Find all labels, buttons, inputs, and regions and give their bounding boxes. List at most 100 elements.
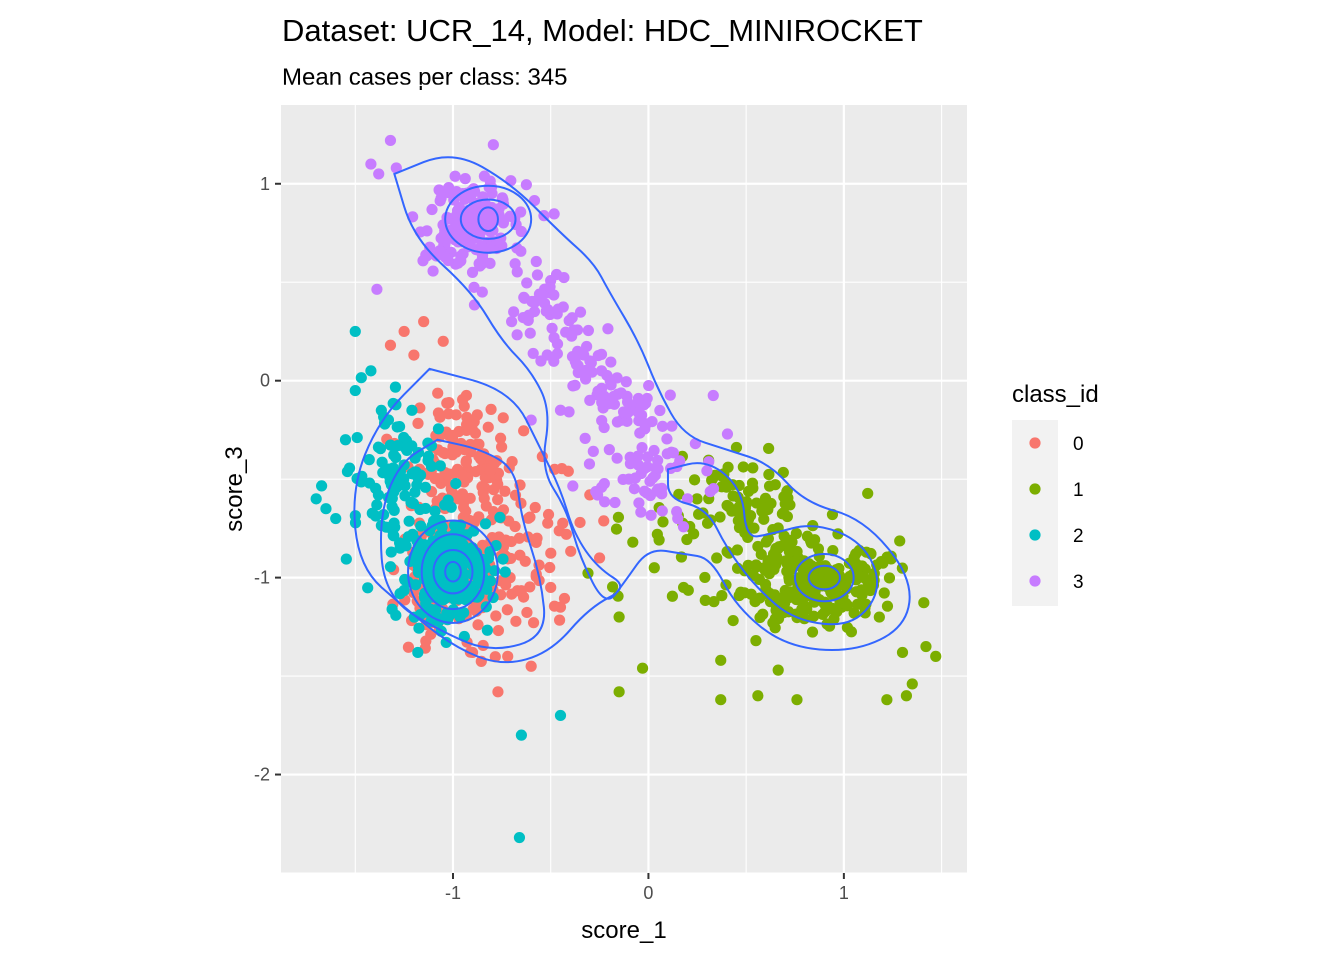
point-class-3 [494,236,506,248]
x-axis-title: score_1 [581,917,666,944]
point-class-1 [791,545,803,558]
point-class-1 [742,485,755,497]
point-class-1 [648,562,660,574]
point-class-3 [557,301,569,313]
point-class-3 [474,260,486,272]
point-class-1 [806,626,819,638]
point-class-0 [554,601,567,613]
point-class-1 [753,573,766,586]
density-contour-outer [379,438,546,650]
point-class-0 [494,432,507,444]
legend-dot-0 [1029,437,1041,449]
point-class-1 [678,581,690,594]
point-class-2 [413,622,425,634]
point-class-1 [783,546,795,558]
point-class-2 [427,535,439,547]
chart-subtitle: Mean cases per class: 345 [282,64,567,91]
point-class-2 [403,515,415,527]
point-class-2 [452,567,464,580]
point-class-2 [454,611,466,623]
point-class-1 [749,595,761,608]
point-class-1 [699,594,711,606]
point-class-0 [491,455,503,467]
point-class-3 [602,323,614,335]
point-class-3 [466,266,479,278]
point-class-1 [708,596,720,608]
point-class-3 [566,350,579,363]
point-class-3 [478,170,491,182]
point-class-0 [418,316,430,328]
point-class-2 [380,521,392,533]
point-class-2 [499,566,511,578]
point-class-3 [603,444,615,456]
point-class-2 [387,462,399,474]
point-class-3 [582,324,594,337]
point-class-3 [707,482,720,495]
point-class-0 [402,641,415,653]
point-class-2 [386,501,398,513]
point-class-3 [656,505,668,517]
point-class-3 [511,266,523,278]
point-class-0 [518,425,530,437]
point-class-3 [548,289,560,301]
point-class-1 [613,686,625,698]
point-class-2 [439,593,451,605]
point-class-1 [693,508,705,520]
point-class-3 [518,292,531,304]
point-class-3 [721,428,734,440]
point-class-1 [763,564,775,576]
point-class-1 [772,664,784,676]
point-class-2 [419,481,432,493]
point-class-1 [774,593,786,605]
point-class-1 [856,589,868,601]
point-class-2 [425,460,438,472]
x-tick-label: -1 [445,883,461,903]
point-class-1 [610,523,623,535]
point-class-2 [394,537,406,549]
point-class-0 [447,429,459,442]
point-class-0 [499,485,511,497]
point-class-0 [565,545,577,557]
point-class-3 [528,194,541,207]
point-class-3 [563,406,575,418]
point-class-2 [349,325,361,338]
point-class-3 [527,295,539,308]
point-class-1 [742,559,754,571]
point-class-0 [437,335,449,347]
point-class-0 [473,438,485,450]
point-class-1 [666,590,679,602]
point-class-1 [755,548,767,560]
point-class-1 [873,611,885,623]
density-contour [432,549,474,595]
point-class-3 [384,134,397,147]
point-class-2 [341,465,354,478]
point-class-1 [784,534,797,546]
point-class-0 [527,617,540,629]
point-class-0 [598,515,610,527]
point-class-2 [310,493,322,505]
point-class-3 [459,173,471,185]
point-class-3 [531,269,544,281]
legend-dot-1 [1029,483,1041,495]
point-class-1 [791,593,803,606]
point-class-1 [822,567,834,580]
point-class-1 [796,603,808,615]
point-class-3 [449,170,461,182]
point-class-3 [604,375,616,387]
point-class-2 [432,423,445,435]
point-class-1 [636,662,649,674]
point-class-1 [896,646,909,659]
point-class-0 [515,497,527,509]
point-class-2 [479,518,492,530]
point-class-2 [415,520,427,532]
point-class-3 [434,245,446,257]
point-class-3 [554,404,567,416]
point-class-1 [878,587,890,599]
density-contours [353,156,911,664]
point-class-2 [398,584,410,597]
point-class-3 [632,406,644,419]
point-class-0 [490,610,502,622]
point-class-2 [375,404,387,417]
point-class-1 [803,558,815,570]
point-class-0 [497,412,509,424]
